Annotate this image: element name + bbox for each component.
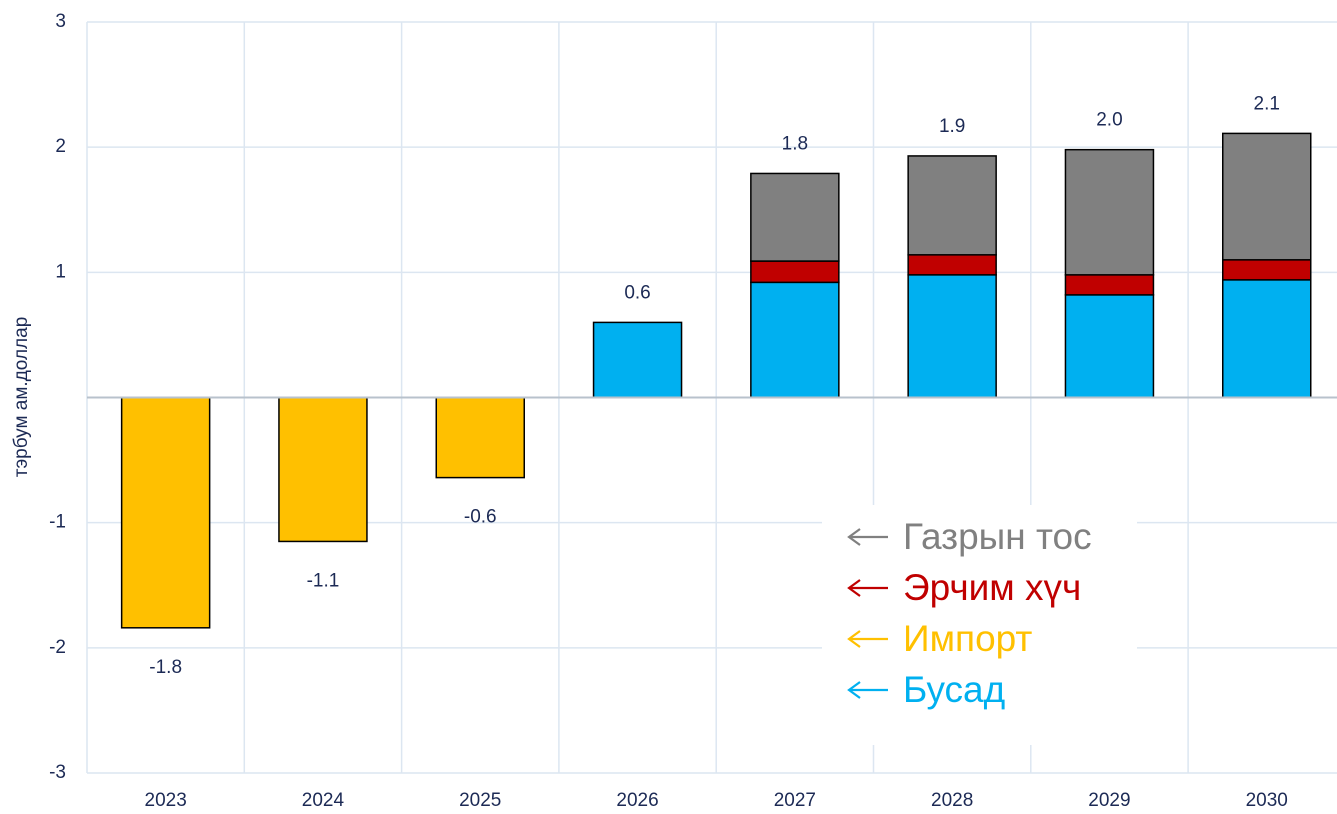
- legend-item: Эрчим хүч: [847, 567, 1081, 608]
- y-tick-label: -3: [49, 762, 66, 783]
- total-label: -0.6: [464, 507, 497, 528]
- x-tick-label: 2026: [616, 790, 658, 811]
- legend-item: Газрын тос: [847, 516, 1092, 557]
- total-label: 1.9: [939, 116, 965, 137]
- total-label: 2.1: [1254, 93, 1280, 114]
- bar-segment: [750, 260, 840, 284]
- bar-segment: [1064, 148, 1155, 276]
- legend-item: Импорт: [847, 618, 1032, 659]
- bar-segment: [1064, 294, 1155, 399]
- legend-arrow-head: [847, 681, 861, 699]
- bar-segment: [1222, 279, 1312, 399]
- total-label: 2.0: [1096, 110, 1122, 131]
- bar-segment: [750, 172, 840, 262]
- bar-segment: [907, 254, 997, 276]
- y-tick-label: 2: [55, 136, 66, 157]
- x-tick-label: 2030: [1246, 790, 1288, 811]
- bar-segment: [592, 321, 683, 399]
- bar-segment: [278, 396, 368, 543]
- x-tick-label: 2023: [145, 790, 187, 811]
- y-tick-label: -2: [49, 637, 66, 658]
- x-tick-label: 2025: [459, 790, 501, 811]
- y-tick-label: -1: [49, 512, 66, 533]
- total-label: 0.6: [624, 282, 650, 303]
- x-tick-label: 2024: [302, 790, 345, 811]
- legend-label: Газрын тос: [903, 516, 1092, 557]
- y-axis-label: тэрбум ам.доллар: [11, 317, 32, 478]
- total-label: -1.8: [149, 657, 182, 678]
- bar-segment: [907, 274, 997, 399]
- y-tick-label: 1: [55, 261, 66, 282]
- bar-segment: [435, 396, 525, 479]
- bar-segment: [120, 396, 211, 629]
- legend-background: [822, 505, 1137, 745]
- bar-segment: [750, 281, 840, 399]
- legend-label: Бусад: [903, 669, 1005, 710]
- legend-arrow-head: [847, 579, 861, 597]
- bar-segment: [907, 155, 997, 256]
- total-label: 1.8: [782, 133, 808, 154]
- bar-segment: [1222, 259, 1312, 281]
- legend-label: Импорт: [903, 618, 1032, 659]
- legend-label: Эрчим хүч: [903, 567, 1081, 608]
- y-tick-label: 3: [55, 11, 66, 32]
- total-label: -1.1: [307, 570, 340, 591]
- legend-item: Бусад: [847, 669, 1005, 710]
- bar-segment: [1222, 132, 1312, 261]
- bar-segment: [1064, 274, 1155, 296]
- x-tick-label: 2029: [1088, 790, 1130, 811]
- legend-arrow-head: [847, 528, 861, 546]
- x-tick-label: 2027: [774, 790, 816, 811]
- x-tick-label: 2028: [931, 790, 973, 811]
- legend-arrow-head: [847, 630, 861, 648]
